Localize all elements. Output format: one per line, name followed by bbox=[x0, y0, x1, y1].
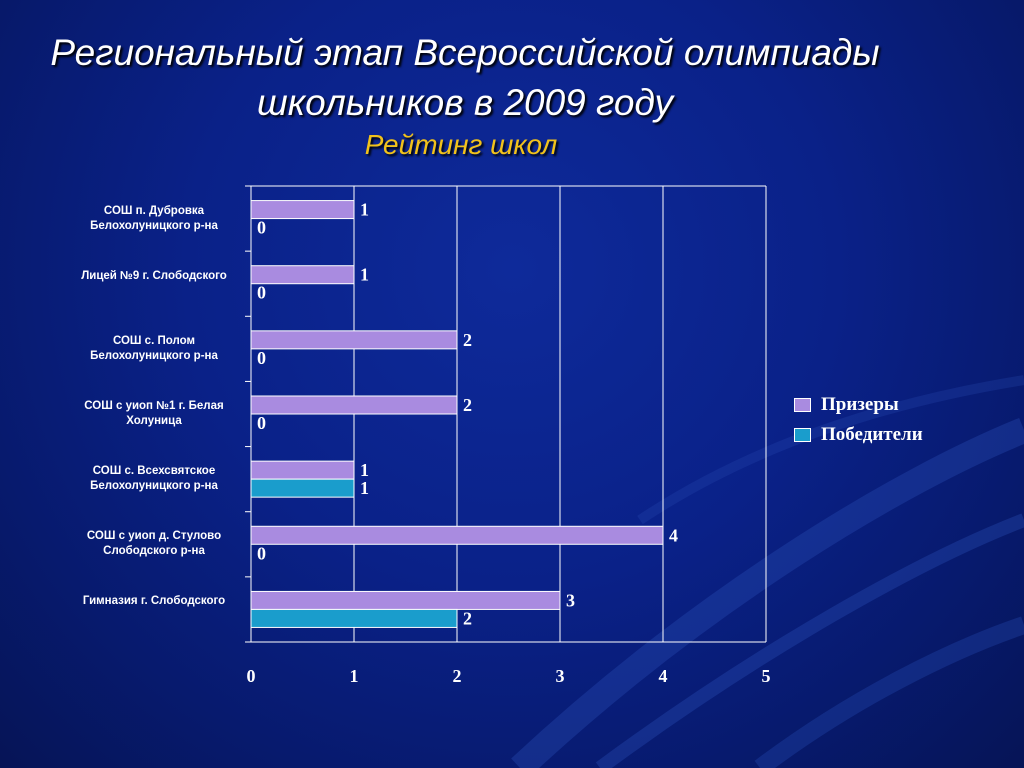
x-tick-label: 0 bbox=[247, 666, 256, 686]
x-tick-label: 5 bbox=[762, 666, 771, 686]
data-label-winners: 1 bbox=[360, 478, 369, 498]
category-label: Лицей №9 г. Слободского bbox=[81, 269, 227, 282]
data-label-prizers: 1 bbox=[360, 265, 369, 285]
legend-swatch-winners bbox=[794, 428, 811, 442]
data-label-prizers: 4 bbox=[669, 525, 678, 545]
x-tick-label: 1 bbox=[350, 666, 359, 686]
bar-prizers bbox=[250, 200, 355, 220]
data-label-winners: 2 bbox=[463, 608, 472, 628]
legend-item-winners: Победители bbox=[794, 420, 923, 450]
data-label-prizers: 2 bbox=[463, 395, 472, 415]
legend-label-winners: Победители bbox=[821, 424, 923, 445]
bar-winners bbox=[250, 608, 458, 628]
category-label: СОШ с уиоп д. Стулово Слободского р-на bbox=[86, 530, 222, 558]
category-label: СОШ с. Всехсвятское Белохолуницкого р-на bbox=[90, 465, 218, 493]
data-label-winners: 0 bbox=[257, 218, 266, 238]
data-label-prizers: 3 bbox=[566, 590, 575, 610]
data-label-winners: 0 bbox=[257, 283, 266, 303]
title-line-2: школьников в 2009 году bbox=[257, 82, 673, 123]
bar-prizers bbox=[250, 525, 664, 545]
page-title: Региональный этап Всероссийской олимпиад… bbox=[0, 28, 930, 128]
bar-prizers bbox=[250, 265, 355, 285]
x-tick-label: 2 bbox=[453, 666, 462, 686]
title-line-1: Региональный этап Всероссийской олимпиад… bbox=[50, 32, 880, 73]
data-label-prizers: 1 bbox=[360, 200, 369, 220]
data-label-prizers: 1 bbox=[360, 460, 369, 480]
bar-prizers bbox=[250, 330, 458, 350]
bar-prizers bbox=[250, 460, 355, 480]
bar-prizers bbox=[250, 395, 458, 415]
chart-legend: Призеры Победители bbox=[794, 390, 923, 450]
legend-swatch-prizers bbox=[794, 398, 811, 412]
bar-winners bbox=[250, 478, 355, 498]
category-label: СОШ с. Полом Белохолуницкого р-на bbox=[90, 334, 218, 362]
x-tick-label: 3 bbox=[556, 666, 565, 686]
x-tick-label: 4 bbox=[659, 666, 668, 686]
data-label-winners: 0 bbox=[257, 543, 266, 563]
legend-item-prizers: Призеры bbox=[794, 390, 923, 420]
category-label: Гимназия г. Слободского bbox=[82, 595, 226, 608]
category-label: СОШ с уиоп №1 г. Белая Холуница bbox=[84, 400, 224, 427]
data-label-winners: 0 bbox=[257, 413, 266, 433]
data-label-winners: 0 bbox=[257, 348, 266, 368]
category-label: СОШ п. Дубровка Белохолуницкого р-на bbox=[90, 204, 218, 232]
page-subtitle: Рейтинг школ bbox=[364, 129, 558, 160]
data-label-prizers: 2 bbox=[463, 330, 472, 350]
bar-prizers bbox=[250, 590, 561, 610]
legend-label-prizers: Призеры bbox=[821, 394, 899, 415]
